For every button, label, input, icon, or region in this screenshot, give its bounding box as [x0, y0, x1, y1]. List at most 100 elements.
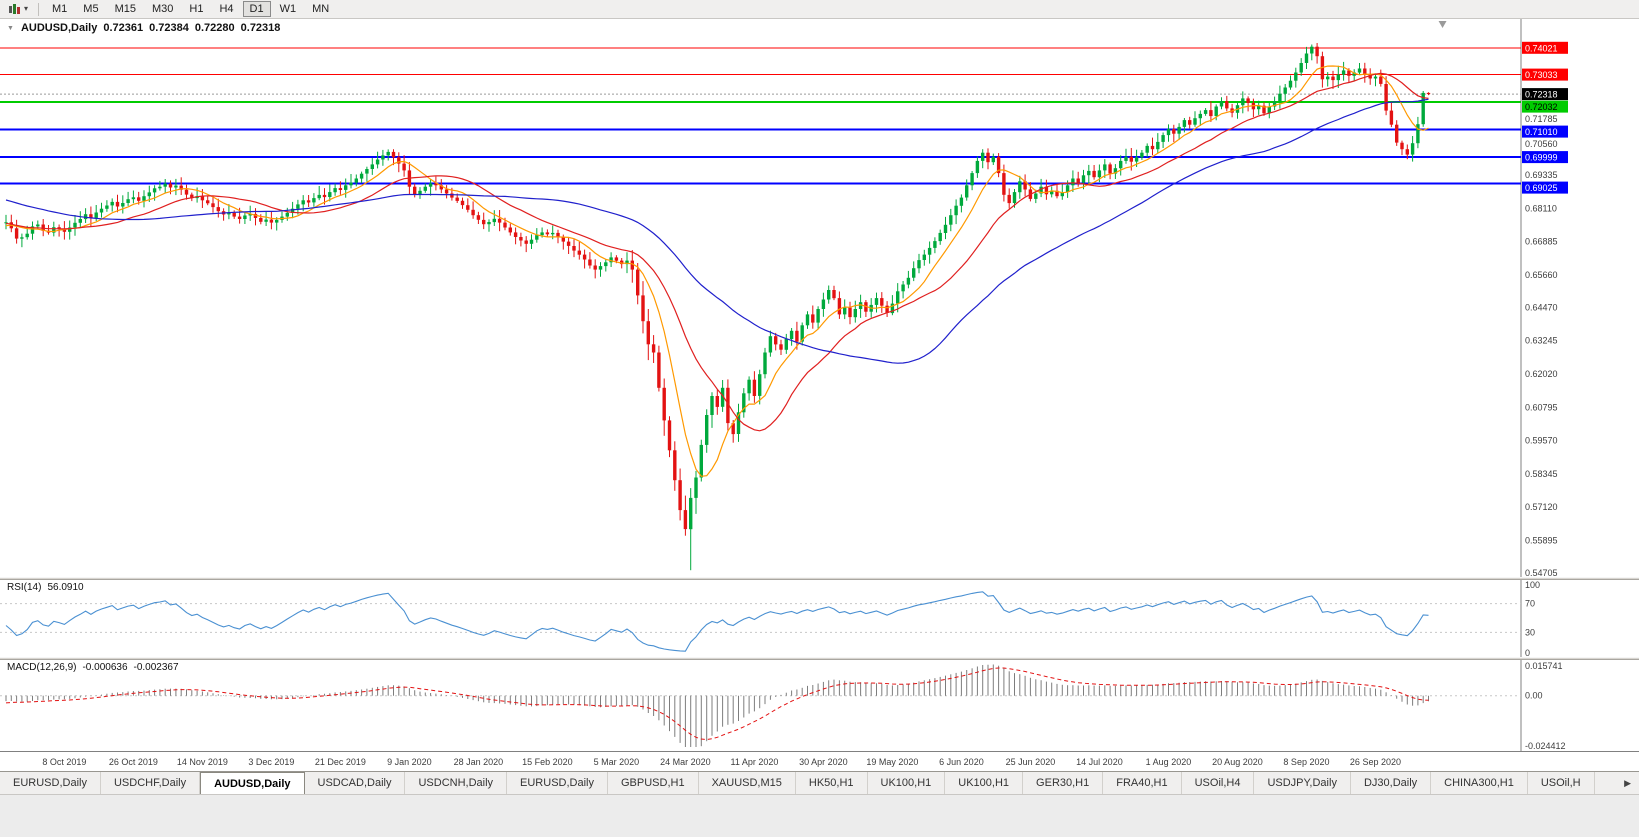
time-axis-label: 9 Jan 2020	[387, 757, 432, 767]
svg-text:70: 70	[1525, 599, 1535, 609]
chart-tab-china300-h1[interactable]: CHINA300,H1	[1431, 772, 1528, 794]
timeframe-button-h4[interactable]: H4	[219, 3, 234, 15]
chart-tab-eurusd-daily[interactable]: EURUSD,Daily	[507, 772, 608, 794]
svg-text:30: 30	[1525, 627, 1535, 637]
timeframe-button-h1[interactable]: H1	[189, 3, 204, 15]
svg-text:0.66885: 0.66885	[1525, 237, 1558, 247]
tab-scroll-right-icon[interactable]: ▶	[1624, 777, 1631, 788]
time-axis-label: 19 May 2020	[866, 757, 919, 767]
svg-text:0.69335: 0.69335	[1525, 170, 1558, 180]
svg-text:0.58345: 0.58345	[1525, 469, 1558, 479]
time-axis-label: 26 Sep 2020	[1349, 757, 1401, 767]
rsi-canvas[interactable]: 100 70 30 0	[0, 580, 1639, 657]
timeframe-button-m15[interactable]: M15	[114, 3, 136, 15]
timeframe-button-d1[interactable]: D1	[242, 1, 271, 17]
symbol-title: AUDUSD,Daily	[20, 22, 98, 34]
chart-tab-usdjpy-daily[interactable]: USDJPY,Daily	[1254, 772, 1351, 794]
svg-text:0.015741: 0.015741	[1525, 661, 1563, 671]
ohlc-open: 0.72361	[103, 22, 144, 34]
rsi-name: RSI(14)	[7, 582, 42, 593]
timeframe-buttons: M1 M5 M15 M30 H1 H4 D1 W1 MN	[44, 1, 337, 17]
timeframe-toolbar: ▾ M1 M5 M15 M30 H1 H4 D1 W1 MN	[0, 0, 1639, 19]
chart-tab-usdcnh-daily[interactable]: USDCNH,Daily	[405, 772, 508, 794]
ohlc-close: 0.72318	[240, 22, 281, 34]
time-axis-label: 24 Mar 2020	[660, 757, 711, 767]
toolbar-separator	[38, 2, 40, 16]
time-axis-label: 15 Feb 2020	[522, 757, 573, 767]
macd-panel[interactable]: 0.015741 0.00 -0.024412 MACD(12,26,9) -0.0…	[0, 660, 1639, 751]
chart-type-button[interactable]: ▾	[5, 3, 31, 16]
time-axis-label: 30 Apr 2020	[799, 757, 848, 767]
svg-text:0.55895: 0.55895	[1525, 535, 1558, 545]
time-axis[interactable]: 8 Oct 2019 26 Oct 2019 14 Nov 2019 3 Dec 20…	[0, 751, 1639, 771]
time-axis-label: 3 Dec 2019	[248, 757, 295, 767]
chart-tab-usdchf-daily[interactable]: USDCHF,Daily	[100, 772, 201, 794]
svg-text:0.60795: 0.60795	[1525, 402, 1558, 412]
chart-tab-uk100-h1[interactable]: UK100,H1	[867, 772, 946, 794]
svg-text:0.64470: 0.64470	[1525, 302, 1558, 312]
svg-text:0.71010: 0.71010	[1525, 127, 1558, 137]
chart-tab-dj30-daily[interactable]: DJ30,Daily	[1350, 772, 1432, 794]
timeframe-button-m30[interactable]: M30	[151, 3, 174, 15]
svg-text:0.00: 0.00	[1525, 691, 1543, 701]
time-axis-label: 6 Jun 2020	[939, 757, 984, 767]
time-axis-label: 14 Nov 2019	[176, 757, 228, 767]
rsi-panel[interactable]: 100 70 30 0 RSI(14) 56.0910	[0, 580, 1639, 657]
svg-text:0.57120: 0.57120	[1525, 502, 1558, 512]
chart-tab-gbpusd-h1[interactable]: GBPUSD,H1	[608, 772, 699, 794]
macd-label: MACD(12,26,9) -0.000636 -0.002367	[7, 662, 179, 673]
rsi-label: RSI(14) 56.0910	[7, 582, 84, 593]
chart-tab-usdcad-daily[interactable]: USDCAD,Daily	[304, 772, 406, 794]
chart-tab-usoil-h4[interactable]: USOil,H4	[1181, 772, 1255, 794]
panel-splitter[interactable]	[0, 657, 1639, 660]
macd-main-value: -0.000636	[82, 662, 128, 673]
macd-canvas[interactable]: 0.015741 0.00 -0.024412	[0, 660, 1639, 751]
chart-tab-audusd-daily[interactable]: AUDUSD,Daily	[200, 772, 305, 794]
macd-signal-value: -0.002367	[133, 662, 179, 673]
chart-shift-marker	[1438, 21, 1447, 28]
main-chart-panel[interactable]: 0.74021 0.73033 0.72318 0.72032 0.71785 0.710…	[0, 19, 1639, 577]
chart-tab-fra40-h1[interactable]: FRA40,H1	[1103, 772, 1182, 794]
chart-tab-usoil-h[interactable]: USOil,H	[1527, 772, 1595, 794]
time-axis-label: 21 Dec 2019	[314, 757, 366, 767]
chart-tab-xauusd-m15[interactable]: XAUUSD,M15	[698, 772, 796, 794]
svg-text:0.69025: 0.69025	[1525, 183, 1558, 193]
svg-text:0.71785: 0.71785	[1525, 114, 1558, 124]
chart-tab-eurusd-daily[interactable]: EURUSD,Daily	[0, 772, 101, 794]
svg-text:0.63245: 0.63245	[1525, 336, 1558, 346]
time-axis-label: 25 Jun 2020	[1005, 757, 1056, 767]
chart-tab-ger30-h1[interactable]: GER30,H1	[1023, 772, 1104, 794]
svg-text:0.68110: 0.68110	[1525, 203, 1557, 213]
svg-text:0.62020: 0.62020	[1525, 369, 1558, 379]
ohlc-low: 0.72280	[194, 22, 235, 34]
svg-text:0.54705: 0.54705	[1525, 568, 1558, 577]
svg-text:100: 100	[1525, 580, 1540, 590]
timeframe-button-m5[interactable]: M5	[83, 3, 99, 15]
svg-text:0.69999: 0.69999	[1525, 153, 1558, 163]
timeframe-button-m1[interactable]: M1	[52, 3, 68, 15]
chart-tab-uk100-h1[interactable]: UK100,H1	[945, 772, 1024, 794]
svg-text:0.59570: 0.59570	[1525, 436, 1558, 446]
svg-text:0.70560: 0.70560	[1525, 139, 1558, 149]
macd-name: MACD(12,26,9)	[7, 662, 77, 673]
panel-splitter[interactable]	[0, 577, 1639, 580]
one-click-trading-toggle[interactable]: ▼	[7, 24, 14, 32]
status-bar	[0, 794, 1639, 837]
chart-tab-hk50-h1[interactable]: HK50,H1	[795, 772, 868, 794]
time-axis-label: 1 Aug 2020	[1145, 757, 1192, 767]
price-chart-canvas[interactable]: 0.74021 0.73033 0.72318 0.72032 0.71785 0.710…	[0, 19, 1639, 577]
timeframe-button-mn[interactable]: MN	[312, 3, 330, 15]
time-axis-label: 5 Mar 2020	[593, 757, 640, 767]
svg-text:0.74021: 0.74021	[1525, 43, 1558, 53]
svg-text:0.72318: 0.72318	[1525, 90, 1558, 100]
time-axis-label: 11 Apr 2020	[730, 757, 779, 767]
chart-tabs: EURUSD,Daily USDCHF,Daily AUDUSD,Daily USDC…	[0, 771, 1639, 794]
rsi-value: 56.0910	[47, 582, 84, 593]
candlestick-chart-icon	[8, 3, 21, 15]
time-axis-label: 14 Jul 2020	[1076, 757, 1123, 767]
timeframe-button-w1[interactable]: W1	[279, 3, 297, 15]
svg-text:0.72032: 0.72032	[1525, 102, 1558, 112]
svg-text:0: 0	[1525, 648, 1530, 657]
svg-text:0.73033: 0.73033	[1525, 70, 1558, 80]
